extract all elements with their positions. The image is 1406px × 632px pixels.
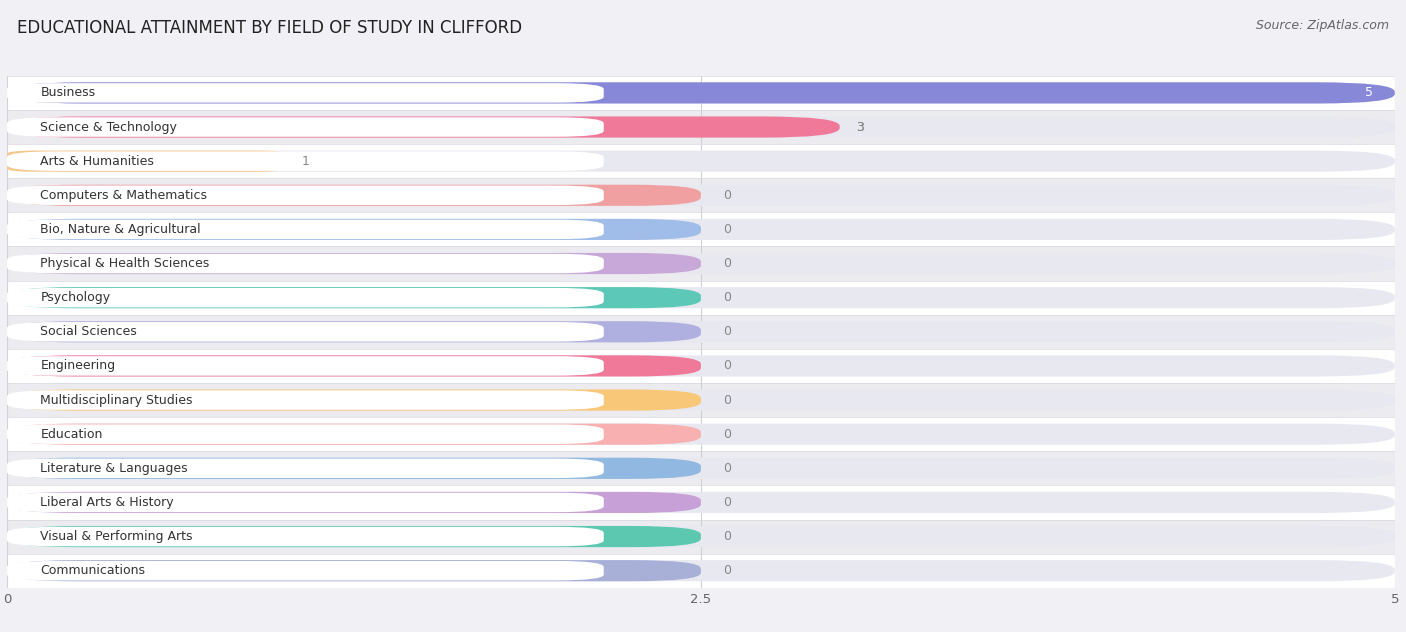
Bar: [7, 110, 1395, 144]
Text: 0: 0: [723, 360, 731, 372]
FancyBboxPatch shape: [7, 219, 700, 240]
FancyBboxPatch shape: [7, 253, 700, 274]
FancyBboxPatch shape: [7, 527, 603, 546]
Text: Liberal Arts & History: Liberal Arts & History: [41, 496, 174, 509]
FancyBboxPatch shape: [7, 287, 700, 308]
Text: 5: 5: [1365, 87, 1372, 99]
Text: Arts & Humanities: Arts & Humanities: [41, 155, 155, 167]
FancyBboxPatch shape: [7, 150, 1395, 172]
FancyBboxPatch shape: [7, 150, 284, 172]
Bar: [7, 281, 1395, 315]
FancyBboxPatch shape: [7, 82, 1395, 104]
Text: Psychology: Psychology: [41, 291, 111, 304]
FancyBboxPatch shape: [7, 321, 1395, 343]
FancyBboxPatch shape: [7, 219, 1395, 240]
Text: 0: 0: [723, 496, 731, 509]
FancyBboxPatch shape: [7, 458, 1395, 479]
Text: Social Sciences: Social Sciences: [41, 325, 138, 338]
FancyBboxPatch shape: [7, 118, 603, 137]
Text: 3: 3: [856, 121, 865, 133]
Text: Source: ZipAtlas.com: Source: ZipAtlas.com: [1256, 19, 1389, 32]
FancyBboxPatch shape: [7, 560, 1395, 581]
FancyBboxPatch shape: [7, 423, 700, 445]
FancyBboxPatch shape: [7, 526, 1395, 547]
FancyBboxPatch shape: [7, 116, 839, 138]
Bar: [7, 315, 1395, 349]
FancyBboxPatch shape: [7, 425, 603, 444]
Bar: [7, 451, 1395, 485]
Text: 0: 0: [723, 462, 731, 475]
FancyBboxPatch shape: [7, 288, 603, 307]
Text: Computers & Mathematics: Computers & Mathematics: [41, 189, 207, 202]
FancyBboxPatch shape: [7, 322, 603, 341]
Text: 0: 0: [723, 394, 731, 406]
Text: Physical & Health Sciences: Physical & Health Sciences: [41, 257, 209, 270]
Text: 0: 0: [723, 291, 731, 304]
Text: Visual & Performing Arts: Visual & Performing Arts: [41, 530, 193, 543]
Text: 0: 0: [723, 257, 731, 270]
Text: 0: 0: [723, 530, 731, 543]
Text: Education: Education: [41, 428, 103, 441]
Bar: [7, 554, 1395, 588]
Text: 0: 0: [723, 189, 731, 202]
Bar: [7, 349, 1395, 383]
FancyBboxPatch shape: [7, 492, 700, 513]
FancyBboxPatch shape: [7, 356, 603, 375]
FancyBboxPatch shape: [7, 185, 700, 206]
Text: 0: 0: [723, 428, 731, 441]
FancyBboxPatch shape: [7, 287, 1395, 308]
FancyBboxPatch shape: [7, 389, 700, 411]
Bar: [7, 383, 1395, 417]
Bar: [7, 520, 1395, 554]
FancyBboxPatch shape: [7, 423, 1395, 445]
FancyBboxPatch shape: [7, 253, 1395, 274]
FancyBboxPatch shape: [7, 152, 603, 171]
FancyBboxPatch shape: [7, 355, 700, 377]
Bar: [7, 144, 1395, 178]
Text: Bio, Nature & Agricultural: Bio, Nature & Agricultural: [41, 223, 201, 236]
Bar: [7, 417, 1395, 451]
Text: 0: 0: [723, 325, 731, 338]
Text: Business: Business: [41, 87, 96, 99]
FancyBboxPatch shape: [7, 492, 1395, 513]
FancyBboxPatch shape: [7, 560, 700, 581]
Text: 0: 0: [723, 223, 731, 236]
FancyBboxPatch shape: [7, 561, 603, 580]
FancyBboxPatch shape: [7, 391, 603, 410]
Bar: [7, 246, 1395, 281]
FancyBboxPatch shape: [7, 389, 1395, 411]
Bar: [7, 212, 1395, 246]
Text: 3: 3: [856, 121, 865, 133]
Bar: [7, 485, 1395, 520]
Text: Communications: Communications: [41, 564, 145, 577]
FancyBboxPatch shape: [7, 493, 603, 512]
Text: Multidisciplinary Studies: Multidisciplinary Studies: [41, 394, 193, 406]
Text: EDUCATIONAL ATTAINMENT BY FIELD OF STUDY IN CLIFFORD: EDUCATIONAL ATTAINMENT BY FIELD OF STUDY…: [17, 19, 522, 37]
FancyBboxPatch shape: [7, 186, 603, 205]
FancyBboxPatch shape: [7, 355, 1395, 377]
Bar: [7, 178, 1395, 212]
FancyBboxPatch shape: [7, 83, 603, 102]
FancyBboxPatch shape: [7, 526, 700, 547]
Text: Literature & Languages: Literature & Languages: [41, 462, 188, 475]
FancyBboxPatch shape: [7, 185, 1395, 206]
FancyBboxPatch shape: [7, 459, 603, 478]
Text: 0: 0: [723, 564, 731, 577]
Text: Engineering: Engineering: [41, 360, 115, 372]
Text: 1: 1: [301, 155, 309, 167]
Bar: [7, 76, 1395, 110]
FancyBboxPatch shape: [7, 254, 603, 273]
FancyBboxPatch shape: [7, 458, 700, 479]
FancyBboxPatch shape: [7, 321, 700, 343]
FancyBboxPatch shape: [7, 82, 1395, 104]
Text: Science & Technology: Science & Technology: [41, 121, 177, 133]
FancyBboxPatch shape: [7, 116, 1395, 138]
FancyBboxPatch shape: [7, 220, 603, 239]
